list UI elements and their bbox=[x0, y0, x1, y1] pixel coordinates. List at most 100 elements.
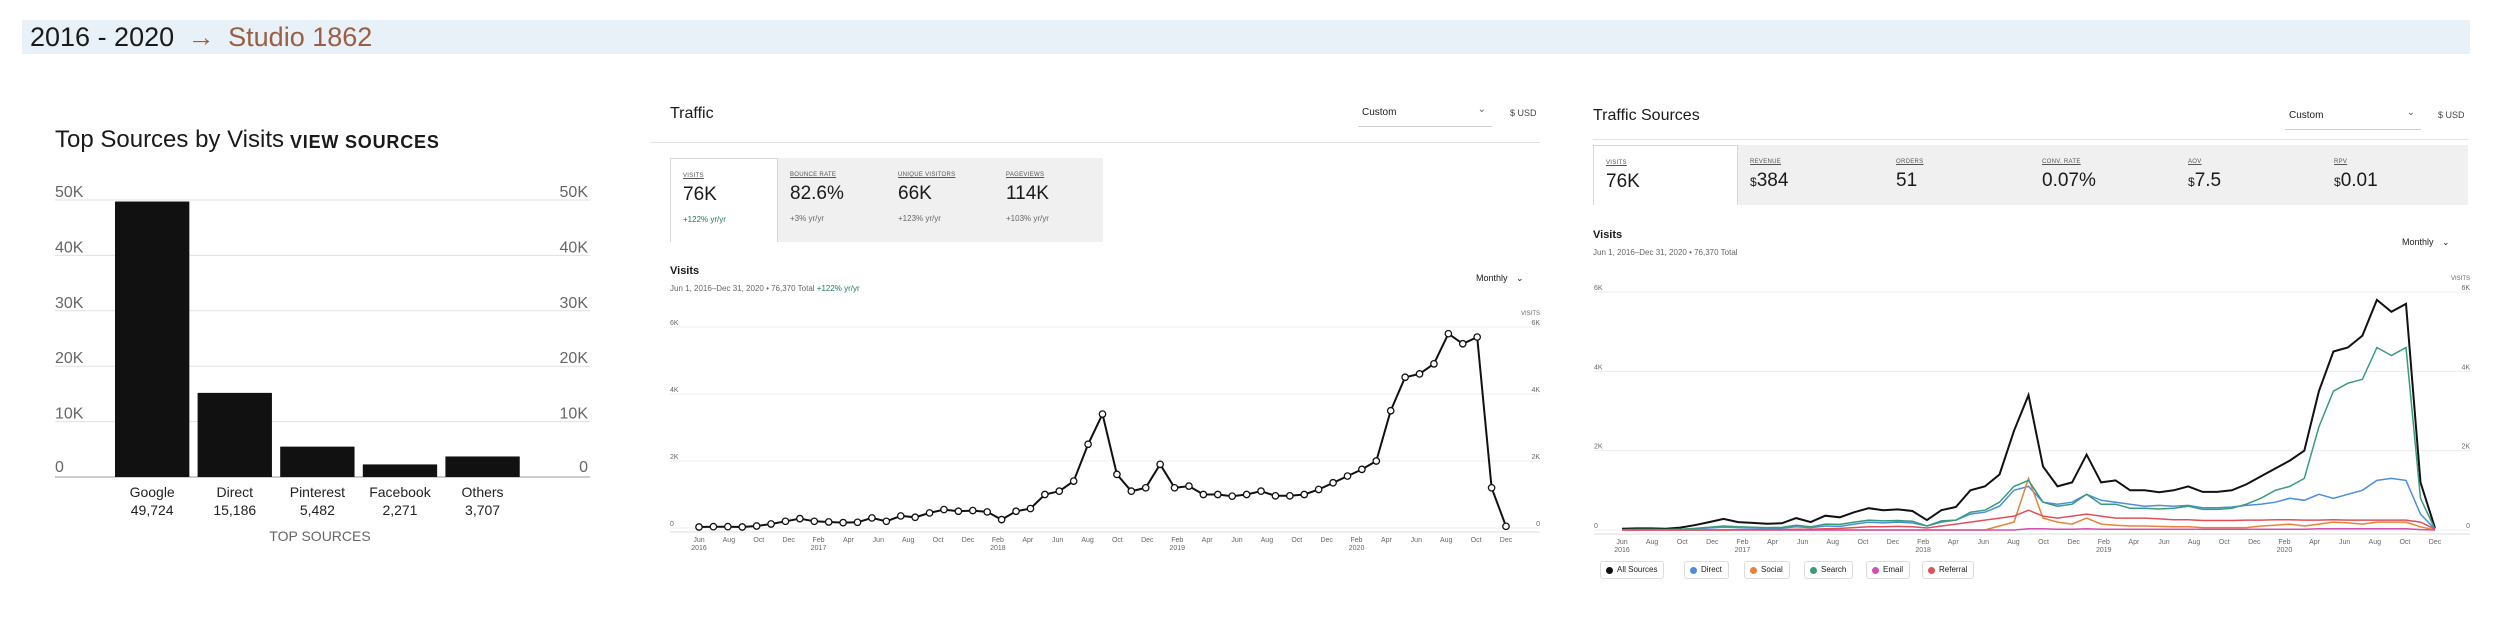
data-point bbox=[940, 505, 948, 514]
metric-visits[interactable]: VISITS 76K +122% yr/yr bbox=[670, 158, 778, 242]
y-tick-label: 40K bbox=[55, 239, 84, 256]
period-dropdown[interactable]: Monthly ⌄ bbox=[1476, 273, 1524, 284]
y-tick-label: 2K bbox=[1594, 444, 1603, 451]
data-point bbox=[868, 514, 876, 522]
data-point bbox=[1156, 460, 1164, 469]
currency-prefix: $ bbox=[2334, 175, 2341, 189]
data-point bbox=[781, 517, 790, 526]
sources-date-dropdown[interactable]: Custom ⌄ bbox=[2285, 102, 2421, 130]
series-line bbox=[1621, 477, 2436, 531]
metric-visits[interactable]: VISITS 76K bbox=[1593, 145, 1738, 205]
site-link[interactable]: Studio 1862 bbox=[228, 22, 373, 52]
traffic-metrics: VISITS 76K +122% yr/yr BOUNCE RATE 82.6%… bbox=[670, 158, 1103, 242]
legend-search[interactable]: Search bbox=[1804, 561, 1854, 579]
y-tick-label: 6K bbox=[2461, 285, 2470, 292]
y-axis-title: VISITS bbox=[2451, 276, 2470, 282]
metric-rpv[interactable]: RPV $0.01 bbox=[2322, 145, 2468, 205]
view-sources-link[interactable]: VIEW SOURCES bbox=[290, 132, 440, 152]
x-tick-label: Jun bbox=[1231, 537, 1242, 544]
data-point bbox=[1084, 440, 1092, 449]
currency-prefix: $ bbox=[2188, 175, 2195, 189]
x-tick-label: Feb bbox=[1171, 537, 1183, 544]
data-point bbox=[1314, 485, 1323, 494]
data-point bbox=[983, 508, 992, 516]
metric-orders[interactable]: ORDERS 51 bbox=[1884, 145, 2030, 205]
y-tick-label: 30K bbox=[560, 295, 589, 312]
x-tick-label: Aug bbox=[902, 537, 915, 544]
metric-aov[interactable]: AOV $7.5 bbox=[2176, 145, 2322, 205]
x-tick-label: Apr bbox=[1767, 539, 1779, 546]
x-tick-label: Feb bbox=[2098, 539, 2110, 546]
x-tick-label: Aug bbox=[2007, 539, 2020, 546]
x-tick-label: Feb bbox=[992, 537, 1004, 544]
metric-revenue[interactable]: REVENUE $384 bbox=[1738, 145, 1884, 205]
value-label: 2,271 bbox=[382, 502, 417, 518]
x-tick-label: Oct bbox=[753, 537, 764, 544]
data-point bbox=[882, 517, 891, 526]
x-tick-label: Oct bbox=[2038, 539, 2049, 546]
x-tick-label: Oct bbox=[933, 537, 944, 544]
legend-referral[interactable]: Referral bbox=[1922, 561, 1975, 579]
x-tick-label: Aug bbox=[2188, 539, 2201, 546]
data-point bbox=[896, 512, 905, 520]
sources-metrics: VISITS 76K REVENUE $384 ORDERS 51 CONV. … bbox=[1593, 145, 2468, 205]
data-point bbox=[824, 518, 833, 526]
value-number: 0.07% bbox=[2042, 170, 2096, 191]
y-tick-label: 40K bbox=[560, 239, 589, 256]
value-number: 7.5 bbox=[2194, 170, 2222, 191]
legend-all-sources[interactable]: All Sources bbox=[1600, 561, 1665, 579]
x-tick-label: Feb bbox=[813, 537, 825, 544]
data-point bbox=[997, 515, 1006, 524]
breadcrumb: 2016 - 2020 → Studio 1862 bbox=[30, 22, 372, 52]
data-point bbox=[1285, 491, 1294, 500]
visits-chart-caption: Jun 1, 2016–Dec 31, 2020 • 76,370 Total … bbox=[670, 284, 860, 293]
value-number: 51 bbox=[1896, 170, 1918, 191]
legend-label: Direct bbox=[1701, 565, 1722, 574]
metric-label: VISITS bbox=[683, 173, 704, 179]
period-dropdown[interactable]: Monthly ⌄ bbox=[2402, 237, 2450, 248]
legend-email[interactable]: Email bbox=[1866, 561, 1911, 579]
data-point bbox=[1329, 478, 1337, 487]
y-tick-label: 0 bbox=[55, 459, 64, 476]
currency-prefix: $ bbox=[1750, 175, 1757, 189]
dropdown-value: Custom bbox=[1362, 107, 1397, 118]
legend-social[interactable]: Social bbox=[1744, 561, 1790, 579]
data-point bbox=[925, 509, 934, 517]
metric-conv-rate[interactable]: CONV. RATE 0.07% bbox=[2030, 145, 2176, 205]
x-tick-year: 2019 bbox=[1169, 545, 1185, 552]
x-tick-label: Jun bbox=[1616, 539, 1627, 546]
metric-unique-visitors[interactable]: UNIQUE VISITORS 66K +123% yr/yr bbox=[886, 158, 994, 242]
metric-change: +3% yr/yr bbox=[790, 214, 825, 223]
x-tick-label: Apr bbox=[1202, 537, 1214, 544]
data-point bbox=[1213, 490, 1222, 499]
y-tick-label: 30K bbox=[55, 295, 84, 312]
x-tick-label: Apr bbox=[1022, 537, 1034, 544]
x-tick-year: 2017 bbox=[1735, 547, 1751, 554]
x-tick-year: 2018 bbox=[990, 545, 1006, 552]
traffic-date-dropdown[interactable]: Custom ⌄ bbox=[1358, 99, 1492, 127]
metric-change: +123% yr/yr bbox=[898, 214, 941, 223]
top-sources-title: Top Sources by Visits bbox=[55, 126, 284, 153]
metric-label: ORDERS bbox=[1896, 159, 1924, 165]
value-label: 15,186 bbox=[213, 502, 256, 518]
x-tick-label: Oct bbox=[1291, 537, 1302, 544]
series-line bbox=[1621, 298, 2436, 530]
legend-direct[interactable]: Direct bbox=[1684, 561, 1729, 579]
metric-change: +122% yr/yr bbox=[683, 215, 726, 224]
y-tick-label: 20K bbox=[55, 350, 84, 367]
y-tick-label: 0 bbox=[670, 521, 674, 528]
y-tick-label: 10K bbox=[560, 406, 589, 423]
divider bbox=[650, 142, 1540, 143]
data-point bbox=[968, 506, 977, 515]
data-point bbox=[954, 507, 963, 516]
x-tick-label: Oct bbox=[1677, 539, 1688, 546]
data-point bbox=[1170, 483, 1179, 492]
chevron-down-icon: ⌄ bbox=[2442, 237, 2450, 247]
metric-bounce-rate[interactable]: BOUNCE RATE 82.6% +3% yr/yr bbox=[778, 158, 886, 242]
x-tick-year: 2016 bbox=[691, 545, 707, 552]
data-point bbox=[1242, 490, 1251, 499]
metric-pageviews[interactable]: PAGEVIEWS 114K +103% yr/yr bbox=[994, 158, 1103, 242]
data-point bbox=[1012, 507, 1020, 516]
